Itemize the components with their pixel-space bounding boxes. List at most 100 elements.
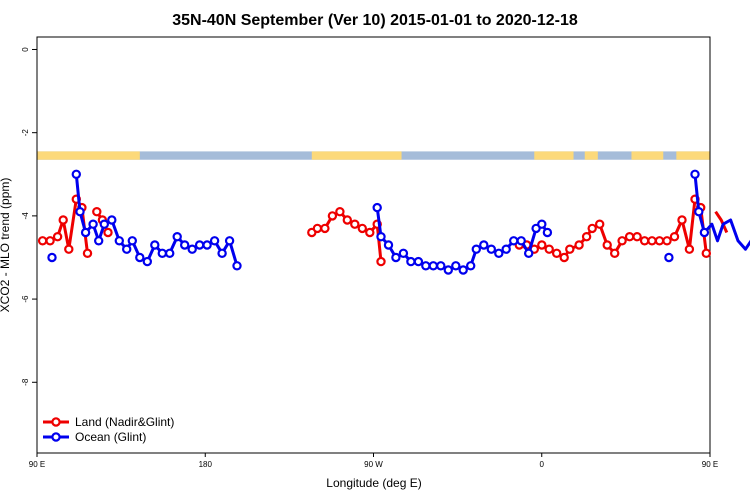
data-point	[376, 256, 386, 267]
data-point	[458, 265, 468, 275]
data-point	[172, 231, 182, 242]
data-point	[327, 211, 338, 221]
y-tick-label: 0	[21, 47, 30, 52]
data-point	[142, 256, 152, 267]
data-point	[602, 240, 612, 250]
data-point	[524, 248, 534, 258]
data-point	[471, 244, 481, 254]
data-point	[224, 236, 235, 246]
data-point	[565, 244, 575, 254]
x-tick-label: 90 E	[702, 460, 718, 469]
data-point	[654, 236, 665, 246]
data-point	[150, 240, 160, 250]
data-point	[93, 236, 104, 246]
data-point	[350, 219, 360, 229]
data-point	[88, 219, 98, 229]
data-point	[357, 223, 367, 234]
data-point	[391, 252, 401, 263]
data-point	[617, 236, 627, 246]
data-point	[574, 240, 584, 250]
land-band	[534, 151, 574, 160]
data-point	[647, 236, 657, 246]
data-point	[232, 261, 242, 271]
data-point	[75, 206, 85, 217]
data-point	[47, 252, 57, 263]
data-point	[662, 236, 672, 246]
data-point	[45, 236, 55, 246]
data-point	[179, 240, 190, 250]
legend-label-ocean: Ocean (Glint)	[75, 430, 146, 444]
data-point	[542, 227, 553, 238]
data-point	[127, 236, 137, 246]
data-point	[421, 261, 431, 271]
series-land	[37, 194, 729, 267]
data-point	[559, 252, 569, 263]
data-point	[58, 215, 68, 225]
y-axis: 0 -2 -4 -6 -8	[21, 47, 37, 386]
x-tick-label: 90 E	[29, 460, 45, 469]
data-point	[80, 227, 91, 238]
data-point	[632, 231, 642, 242]
data-point	[664, 252, 674, 263]
data-point	[509, 236, 519, 246]
land-ocean-strip	[37, 151, 710, 160]
data-point	[428, 261, 438, 271]
data-point	[71, 169, 82, 179]
data-point	[376, 231, 386, 242]
data-point	[624, 231, 635, 242]
land-band	[37, 151, 140, 160]
data-point	[107, 215, 117, 225]
data-point	[451, 261, 461, 271]
x-axis: 90 E 180 90 W 0 90 E	[29, 453, 718, 469]
land-band	[584, 151, 598, 160]
data-point	[194, 240, 205, 250]
y-axis-label: XCO2 - MLO trend (ppm)	[0, 178, 12, 313]
data-point	[64, 244, 74, 254]
data-point	[52, 231, 63, 242]
data-point	[37, 236, 48, 246]
data-point	[406, 256, 416, 267]
data-point	[202, 240, 212, 250]
y-tick-label: -6	[21, 295, 30, 303]
legend-marker-land	[51, 417, 61, 427]
data-point	[610, 248, 620, 258]
data-point	[516, 236, 526, 246]
legend: Land (Nadir&Glint) Ocean (Glint)	[43, 415, 174, 444]
data-point	[443, 265, 453, 275]
legend-marker-ocean	[51, 432, 61, 442]
data-point	[694, 206, 704, 217]
data-point	[595, 219, 605, 229]
data-point	[537, 240, 547, 250]
data-point	[479, 240, 489, 250]
series-line	[714, 210, 729, 234]
data-point	[501, 244, 511, 254]
x-tick-label: 90 W	[364, 460, 383, 469]
data-point	[103, 227, 113, 238]
data-point	[413, 256, 424, 267]
data-point	[537, 219, 547, 229]
land-band	[676, 151, 710, 160]
data-point	[365, 227, 375, 238]
x-tick-label: 0	[540, 460, 545, 469]
data-point	[398, 248, 409, 258]
chart-title: 35N-40N September (Ver 10) 2015-01-01 to…	[172, 12, 578, 29]
y-tick-label: -4	[21, 212, 30, 220]
data-point	[135, 252, 145, 263]
data-point	[82, 248, 93, 258]
data-point	[436, 261, 446, 271]
data-point	[639, 236, 650, 246]
data-point	[587, 223, 597, 234]
data-point	[114, 236, 125, 246]
data-point	[466, 261, 476, 271]
data-point	[581, 231, 592, 242]
legend-label-land: Land (Nadir&Glint)	[75, 415, 174, 429]
data-point	[544, 244, 554, 254]
y-tick-label: -2	[21, 129, 30, 137]
data-point	[92, 206, 102, 217]
data-point	[701, 248, 712, 258]
data-point	[552, 248, 562, 258]
data-point	[494, 248, 504, 258]
x-tick-label: 180	[199, 460, 213, 469]
series-layer	[37, 169, 750, 275]
